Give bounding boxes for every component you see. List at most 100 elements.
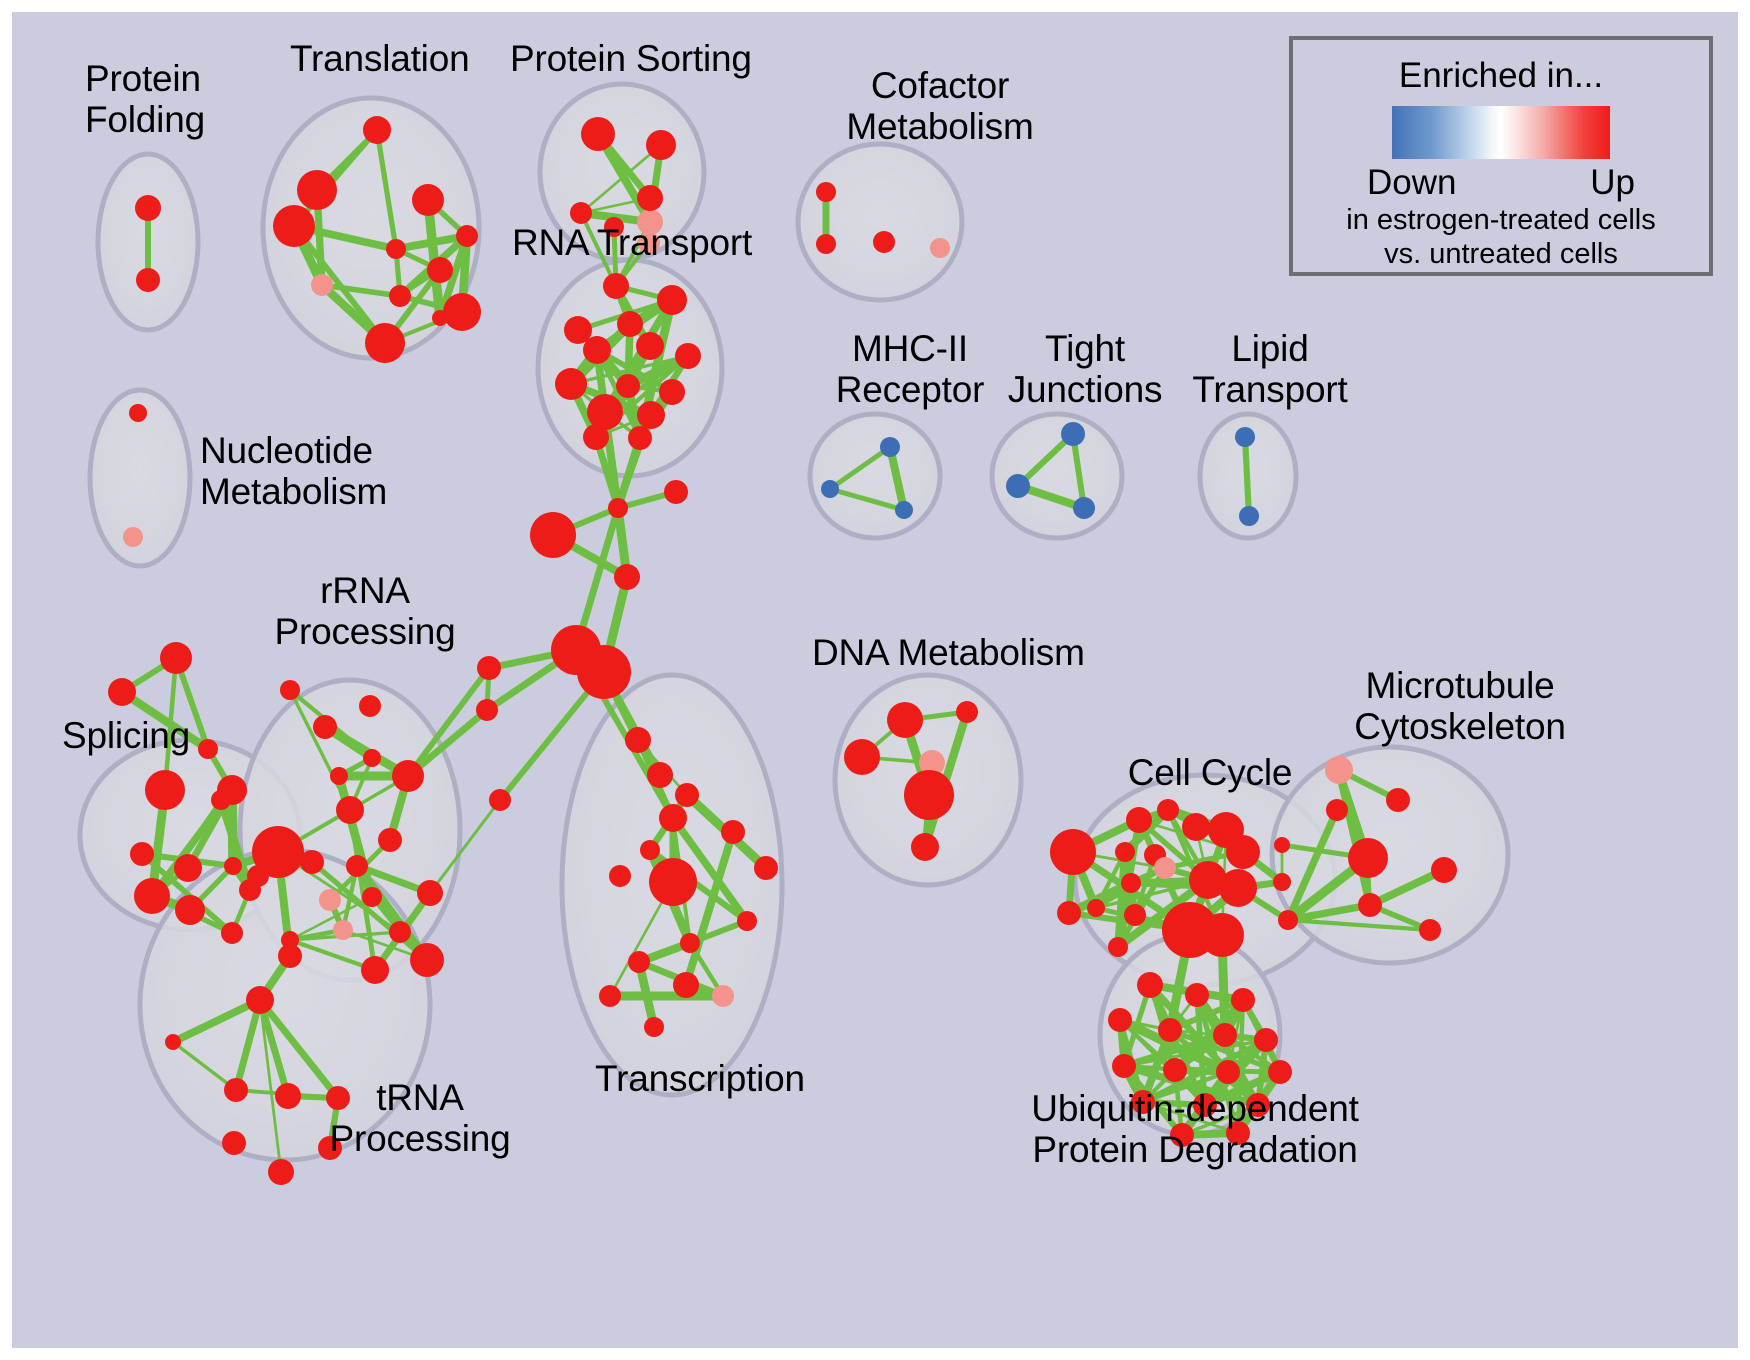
gene-set-node[interactable] xyxy=(603,273,629,299)
gene-set-node[interactable] xyxy=(1157,799,1179,821)
gene-set-node[interactable] xyxy=(680,933,700,953)
gene-set-node[interactable] xyxy=(1170,1123,1194,1147)
gene-set-node[interactable] xyxy=(221,922,243,944)
gene-set-node[interactable] xyxy=(1158,1018,1182,1042)
gene-set-node[interactable] xyxy=(637,209,663,235)
gene-set-node[interactable] xyxy=(311,274,333,296)
gene-set-node[interactable] xyxy=(555,368,587,400)
gene-set-node[interactable] xyxy=(297,170,337,210)
gene-set-node[interactable] xyxy=(1115,842,1135,862)
gene-set-node[interactable] xyxy=(280,680,300,700)
gene-set-node[interactable] xyxy=(628,426,652,450)
gene-set-node[interactable] xyxy=(816,234,836,254)
gene-set-node[interactable] xyxy=(1235,427,1255,447)
gene-set-node[interactable] xyxy=(246,986,274,1014)
gene-set-node[interactable] xyxy=(123,527,143,547)
gene-set-node[interactable] xyxy=(363,749,381,767)
gene-set-node[interactable] xyxy=(1348,838,1388,878)
gene-set-node[interactable] xyxy=(378,828,402,852)
gene-set-node[interactable] xyxy=(359,695,381,717)
gene-set-node[interactable] xyxy=(956,701,978,723)
gene-set-node[interactable] xyxy=(570,202,592,224)
gene-set-node[interactable] xyxy=(477,656,501,680)
gene-set-node[interactable] xyxy=(1006,474,1030,498)
gene-set-node[interactable] xyxy=(880,437,900,457)
gene-set-node[interactable] xyxy=(275,1083,301,1109)
gene-set-node[interactable] xyxy=(1325,756,1353,784)
gene-set-node[interactable] xyxy=(417,880,443,906)
gene-set-node[interactable] xyxy=(637,185,663,211)
gene-set-node[interactable] xyxy=(1185,983,1209,1007)
gene-set-node[interactable] xyxy=(1193,1093,1217,1117)
gene-set-node[interactable] xyxy=(638,232,660,254)
gene-set-node[interactable] xyxy=(130,842,154,866)
gene-set-node[interactable] xyxy=(224,857,242,875)
gene-set-node[interactable] xyxy=(754,856,778,880)
gene-set-node[interactable] xyxy=(657,285,687,315)
gene-set-node[interactable] xyxy=(628,951,650,973)
gene-set-node[interactable] xyxy=(1200,913,1244,957)
gene-set-node[interactable] xyxy=(577,645,631,699)
gene-set-node[interactable] xyxy=(1121,873,1141,893)
gene-set-node[interactable] xyxy=(1108,937,1128,957)
gene-set-node[interactable] xyxy=(1278,910,1298,930)
gene-set-node[interactable] xyxy=(386,239,406,259)
gene-set-node[interactable] xyxy=(617,311,643,337)
gene-set-node[interactable] xyxy=(887,702,923,738)
gene-set-node[interactable] xyxy=(1131,1090,1155,1114)
gene-set-node[interactable] xyxy=(135,195,161,221)
gene-set-node[interactable] xyxy=(456,225,478,247)
gene-set-node[interactable] xyxy=(614,564,640,590)
gene-set-node[interactable] xyxy=(873,231,895,253)
gene-set-node[interactable] xyxy=(581,117,615,151)
gene-set-node[interactable] xyxy=(1124,904,1146,926)
gene-set-node[interactable] xyxy=(336,796,364,824)
gene-set-node[interactable] xyxy=(721,820,745,844)
gene-set-node[interactable] xyxy=(1182,813,1210,841)
gene-set-node[interactable] xyxy=(1239,506,1259,526)
gene-set-node[interactable] xyxy=(646,130,676,160)
gene-set-node[interactable] xyxy=(365,323,405,363)
gene-set-node[interactable] xyxy=(278,944,302,968)
gene-set-node[interactable] xyxy=(844,739,880,775)
gene-set-node[interactable] xyxy=(583,424,609,450)
gene-set-node[interactable] xyxy=(198,739,218,759)
gene-set-node[interactable] xyxy=(326,1086,350,1110)
gene-set-node[interactable] xyxy=(410,943,444,977)
gene-set-node[interactable] xyxy=(361,956,389,984)
gene-set-node[interactable] xyxy=(1061,422,1085,446)
gene-set-node[interactable] xyxy=(1073,497,1095,519)
gene-set-node[interactable] xyxy=(319,889,341,911)
gene-set-node[interactable] xyxy=(318,1136,342,1160)
gene-set-node[interactable] xyxy=(675,783,699,807)
gene-set-node[interactable] xyxy=(1226,835,1260,869)
gene-set-node[interactable] xyxy=(1213,1023,1237,1047)
gene-set-node[interactable] xyxy=(911,833,939,861)
gene-set-node[interactable] xyxy=(1431,857,1457,883)
gene-set-node[interactable] xyxy=(673,972,699,998)
gene-set-node[interactable] xyxy=(625,727,651,753)
gene-set-node[interactable] xyxy=(930,238,950,258)
gene-set-node[interactable] xyxy=(1246,1093,1270,1117)
gene-set-node[interactable] xyxy=(1126,807,1152,833)
gene-set-node[interactable] xyxy=(268,1159,294,1185)
gene-set-node[interactable] xyxy=(362,887,382,907)
gene-set-node[interactable] xyxy=(174,854,202,882)
gene-set-node[interactable] xyxy=(1386,788,1410,812)
gene-set-node[interactable] xyxy=(1216,1060,1240,1084)
gene-set-node[interactable] xyxy=(1358,893,1382,917)
gene-set-node[interactable] xyxy=(1137,972,1163,998)
gene-set-node[interactable] xyxy=(640,840,660,860)
gene-set-node[interactable] xyxy=(1231,988,1255,1012)
gene-set-node[interactable] xyxy=(816,182,836,202)
gene-set-node[interactable] xyxy=(1154,857,1176,879)
gene-set-node[interactable] xyxy=(443,293,481,331)
gene-set-node[interactable] xyxy=(604,217,624,237)
gene-set-node[interactable] xyxy=(1274,837,1290,853)
gene-set-node[interactable] xyxy=(247,865,269,887)
gene-set-node[interactable] xyxy=(313,715,337,739)
gene-set-node[interactable] xyxy=(1226,1121,1250,1145)
gene-set-node[interactable] xyxy=(636,332,664,360)
gene-set-node[interactable] xyxy=(392,760,424,792)
gene-set-node[interactable] xyxy=(712,985,734,1007)
